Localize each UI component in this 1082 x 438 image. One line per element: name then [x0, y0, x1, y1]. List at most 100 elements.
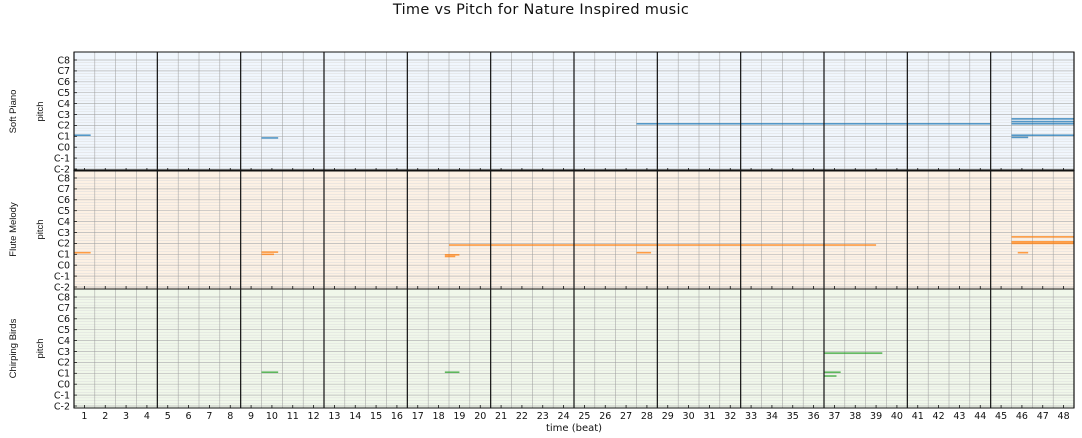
y-tick-label: C4 — [57, 336, 70, 347]
note-bar — [636, 251, 652, 254]
x-tick-label: 19 — [453, 411, 465, 422]
y-tick-label: C3 — [57, 228, 70, 239]
x-tick-label: 37 — [828, 411, 840, 422]
y-tick-label: C0 — [57, 261, 70, 272]
y-axis-label: pitch — [35, 101, 46, 121]
note-bar — [1011, 122, 1074, 125]
note-bar — [444, 254, 460, 256]
y-axis-label: pitch — [35, 219, 46, 239]
note-bar — [74, 134, 91, 137]
x-tick-label: 17 — [412, 411, 424, 422]
x-tick-label: 45 — [995, 411, 1007, 422]
y-axis-label: pitch — [35, 338, 46, 358]
x-tick-label: 9 — [248, 411, 254, 422]
x-tick-label: 40 — [891, 411, 903, 422]
x-tick-label: 34 — [766, 411, 778, 422]
track-name-label: Soft Piano — [8, 90, 19, 134]
x-tick-label: 27 — [620, 411, 632, 422]
y-tick-label: C8 — [57, 55, 70, 66]
y-tick-label: C4 — [57, 99, 70, 110]
x-tick-label: 26 — [599, 411, 611, 422]
y-tick-label: C7 — [57, 66, 70, 77]
y-tick-label: C1 — [57, 132, 70, 143]
y-tick-label: C-2 — [54, 164, 70, 175]
x-tick-label: 48 — [1058, 411, 1070, 422]
track-name-label: Flute Melody — [8, 202, 19, 257]
note-bar — [449, 244, 877, 246]
x-tick-label: 5 — [165, 411, 171, 422]
note-bar — [444, 371, 460, 374]
note-bar — [444, 255, 456, 258]
y-tick-label: C-2 — [54, 282, 70, 293]
x-tick-label: 1 — [81, 411, 87, 422]
x-tick-label: 41 — [912, 411, 924, 422]
x-tick-label: 33 — [745, 411, 757, 422]
x-tick-label: 28 — [641, 411, 653, 422]
x-tick-label: 15 — [370, 411, 382, 422]
y-tick-label: C5 — [57, 88, 70, 99]
x-tick-label: 42 — [933, 411, 945, 422]
y-tick-label: C3 — [57, 110, 70, 121]
frames — [73, 51, 1075, 409]
chart-title: Time vs Pitch for Nature Inspired music — [392, 2, 690, 18]
x-tick-label: 31 — [703, 411, 715, 422]
y-tick-label: C-1 — [54, 390, 70, 401]
x-tick-label: 46 — [1016, 411, 1028, 422]
x-tick-label: 6 — [186, 411, 192, 422]
x-tick-label: 39 — [870, 411, 882, 422]
x-tick-label: 29 — [662, 411, 674, 422]
note-bar — [261, 253, 274, 256]
x-tick-label: 12 — [308, 411, 320, 422]
x-tick-label: 13 — [328, 411, 340, 422]
y-tick-label: C0 — [57, 143, 70, 154]
y-tick-label: C5 — [57, 206, 70, 217]
x-tick-label: 30 — [683, 411, 695, 422]
x-tick-label: 35 — [787, 411, 799, 422]
x-tick-label: 3 — [123, 411, 129, 422]
y-tick-label: C6 — [57, 314, 70, 325]
note-bar — [261, 371, 279, 374]
x-tick-label: 20 — [474, 411, 486, 422]
x-tick-label: 25 — [578, 411, 590, 422]
y-tick-label: C2 — [57, 239, 70, 250]
note-bar — [824, 371, 841, 374]
x-tick-label: 2 — [102, 411, 108, 422]
y-tick-label: C7 — [57, 184, 70, 195]
y-tick-label: C2 — [57, 121, 70, 132]
note-bar — [1017, 251, 1029, 254]
note-bar — [261, 137, 279, 139]
y-tick-label: C5 — [57, 325, 70, 336]
y-tick-label: C4 — [57, 217, 70, 228]
track-name-label: Chirping Birds — [8, 318, 19, 378]
x-tick-label: 36 — [808, 411, 820, 422]
x-tick-label: 43 — [953, 411, 965, 422]
note-bar — [1011, 118, 1074, 120]
y-tick-label: C8 — [57, 292, 70, 303]
x-tick-label: 24 — [558, 411, 570, 422]
x-tick-label: 21 — [495, 411, 507, 422]
x-tick-label: 8 — [227, 411, 233, 422]
x-tick-label: 10 — [266, 411, 278, 422]
y-tick-label: C3 — [57, 347, 70, 358]
y-tick-label: C8 — [57, 173, 70, 184]
notes — [74, 118, 1074, 377]
x-tick-label: 23 — [537, 411, 549, 422]
y-tick-label: C2 — [57, 358, 70, 369]
x-tick-label: 38 — [849, 411, 861, 422]
x-tick-label: 11 — [287, 411, 299, 422]
y-tick-label: C1 — [57, 250, 70, 261]
note-bar — [1011, 236, 1074, 238]
x-axis-label: time (beat) — [546, 423, 602, 434]
x-tick-label: 32 — [724, 411, 736, 422]
note-bar — [824, 352, 883, 354]
y-tick-label: C6 — [57, 77, 70, 88]
note-bar — [261, 251, 279, 253]
x-tick-label: 18 — [433, 411, 445, 422]
note-bar — [74, 251, 91, 254]
note-bar — [1011, 134, 1074, 137]
note-bar — [1011, 240, 1074, 243]
y-tick-label: C6 — [57, 195, 70, 206]
y-tick-label: C1 — [57, 369, 70, 380]
